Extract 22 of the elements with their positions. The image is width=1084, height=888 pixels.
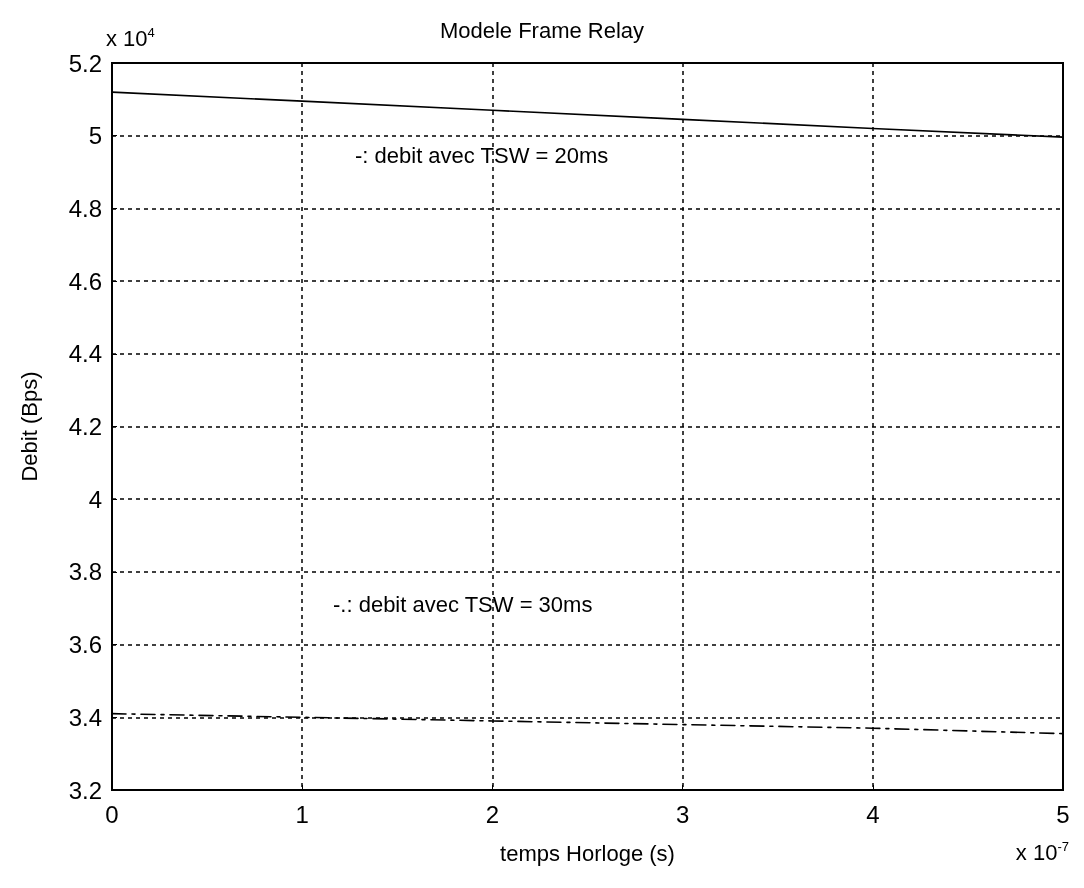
x-tick-label: 3 [675, 800, 690, 828]
x-tick-label: 1 [295, 800, 309, 828]
x-tick-label: 4 [866, 800, 880, 828]
y-tick-label: 3.4 [68, 703, 102, 731]
y-tick-label: 4.8 [68, 194, 102, 222]
y-tick-label: 4.2 [68, 413, 102, 440]
y-tick-label: 5.2 [68, 49, 102, 77]
x-tick-label: 5 [1056, 800, 1070, 828]
x-axis-title: temps Horloge (s) [500, 840, 675, 866]
x-tick-label: 0 [105, 800, 119, 828]
x-tick-label: 2 [485, 800, 500, 828]
annotation: -: debit avec TSW = 20ms [355, 142, 609, 168]
y-tick-label: 4 [88, 485, 102, 513]
y-tick-label: 3.8 [68, 558, 102, 586]
y-tick-label: 3.2 [68, 776, 102, 804]
chart-title: Modele Frame Relay [439, 17, 645, 43]
annotation: -.: debit avec TSW = 30ms [333, 591, 593, 617]
y-tick-label: 4.6 [68, 267, 102, 295]
y-axis-title: Debit (Bps) [16, 371, 42, 482]
y-tick-label: 5 [88, 122, 102, 150]
y-tick-label: 3.6 [68, 631, 102, 659]
y-tick-label: 4.4 [68, 340, 102, 368]
